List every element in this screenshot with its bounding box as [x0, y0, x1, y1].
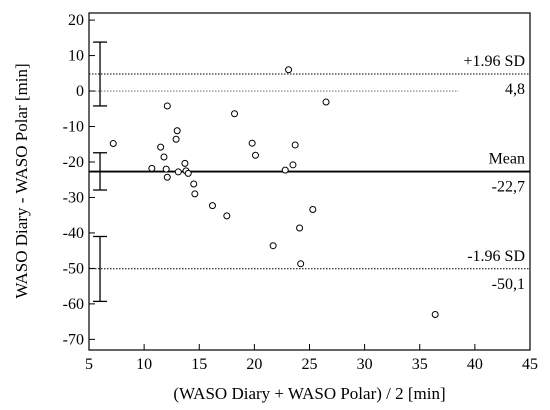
y-tick-label: -20 — [63, 154, 84, 171]
y-tick-label: 10 — [68, 48, 84, 65]
data-point — [173, 127, 181, 135]
y-tick-label: 20 — [68, 12, 84, 29]
data-point — [191, 190, 199, 198]
data-point — [251, 151, 259, 159]
data-point — [431, 311, 439, 319]
data-point — [148, 164, 156, 172]
data-point — [223, 212, 231, 220]
data-point — [157, 143, 165, 151]
data-points — [109, 66, 439, 319]
data-point — [248, 139, 256, 147]
x-tick-label: 30 — [357, 356, 373, 373]
y-axis-title: WASO Diary - WASO Polar [min] — [12, 63, 31, 298]
y-tick-label: -10 — [63, 119, 84, 136]
x-tick-label: 10 — [136, 356, 152, 373]
y-tick-label: -50 — [63, 260, 84, 277]
x-tick-label: 15 — [191, 356, 207, 373]
y-tick-label: -60 — [63, 296, 84, 313]
data-point — [208, 202, 216, 210]
data-point — [160, 153, 168, 161]
y-tick-label: -30 — [63, 189, 84, 206]
lower-loa-label: -1.96 SD — [467, 248, 525, 265]
x-tick-label: 40 — [467, 356, 483, 373]
y-tick-label: 0 — [76, 83, 84, 100]
data-point — [296, 224, 304, 232]
x-tick-label: 5 — [85, 356, 93, 373]
data-point — [162, 165, 170, 173]
data-point — [291, 141, 299, 149]
data-point — [322, 98, 330, 106]
y-tick-label: -40 — [63, 225, 84, 242]
data-point — [231, 110, 239, 118]
x-tick-label: 25 — [302, 356, 318, 373]
reference-line-labels: +1.96 SD 4,8 Mean -22,7 -1.96 SD -50,1 — [464, 53, 525, 293]
data-point — [190, 180, 198, 188]
data-point — [269, 242, 277, 250]
data-point — [184, 169, 192, 177]
data-point — [285, 66, 293, 74]
x-axis-title: (WASO Diary + WASO Polar) / 2 [min] — [173, 384, 445, 403]
data-point — [309, 206, 317, 214]
x-tick-label: 20 — [246, 356, 262, 373]
data-point — [281, 166, 289, 174]
data-point — [163, 173, 171, 181]
data-point — [181, 159, 189, 167]
upper-loa-value: 4,8 — [505, 81, 525, 98]
data-point — [289, 161, 297, 169]
reference-lines — [89, 73, 530, 270]
mean-label: Mean — [489, 151, 525, 168]
y-axis: 20 10 0 -10 -20 -30 -40 -50 -60 -70 — [63, 12, 95, 348]
data-point — [163, 102, 171, 110]
data-point — [174, 168, 182, 176]
x-tick-label: 45 — [522, 356, 538, 373]
confidence-interval-bars — [93, 41, 108, 303]
data-point — [109, 140, 117, 148]
y-tick-label: -70 — [63, 331, 84, 348]
upper-loa-label: +1.96 SD — [464, 53, 525, 70]
data-point — [172, 135, 180, 143]
mean-value: -22,7 — [492, 179, 525, 196]
data-point — [297, 260, 305, 268]
x-tick-label: 35 — [412, 356, 428, 373]
lower-loa-value: -50,1 — [492, 276, 525, 293]
x-axis: 5 10 15 20 25 30 35 40 45 — [85, 344, 538, 373]
